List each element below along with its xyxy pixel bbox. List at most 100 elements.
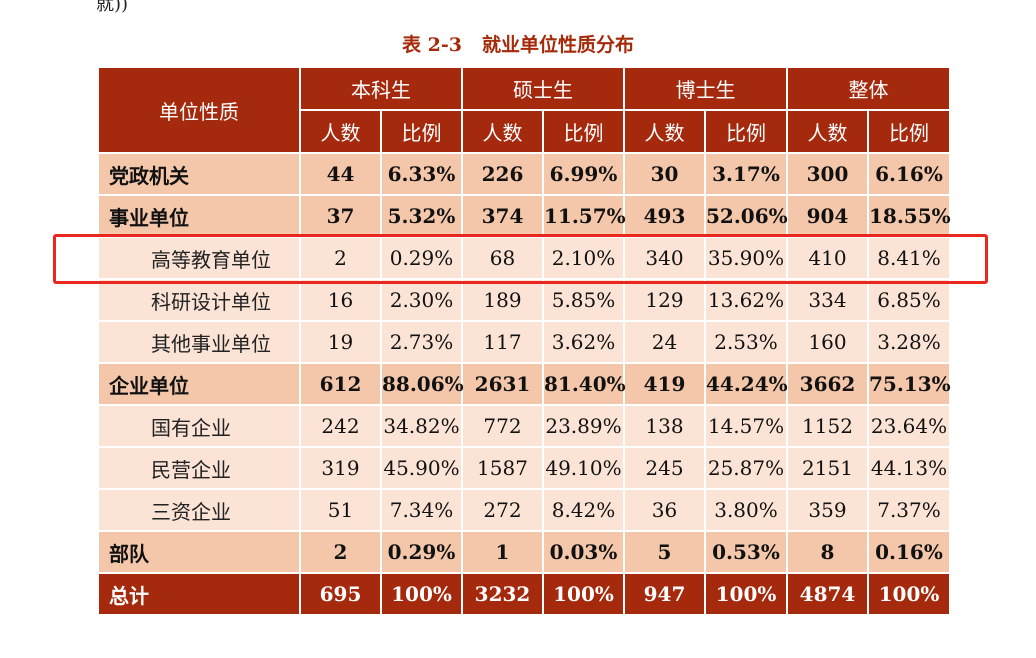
table-row: 企业单位 612 88.06% 2631 81.40% 419 44.24% 3662 75.1…	[97, 362, 951, 406]
count-cell: 5	[623, 530, 706, 574]
ratio-cell: 81.40%	[542, 362, 626, 406]
count-cell: 245	[623, 446, 706, 490]
table-row: 党政机关 44 6.33% 226 6.99% 30 3.17% 300 6.16%	[97, 152, 951, 196]
header-count: 人数	[461, 109, 544, 154]
header-ratio: 比例	[380, 109, 463, 154]
row-label: 企业单位	[97, 362, 301, 406]
table-row: 科研设计单位 16 2.30% 189 5.85% 129 13.62% 334 6.85%	[97, 278, 951, 322]
count-cell: 334	[786, 278, 869, 322]
row-label: 科研设计单位	[97, 278, 301, 322]
ratio-cell: 8.42%	[542, 488, 625, 532]
ratio-cell: 11.57%	[542, 194, 626, 238]
header-group-overall: 整体	[786, 66, 951, 111]
count-cell: 8	[786, 530, 869, 574]
header-unit-type: 单位性质	[97, 66, 301, 154]
count-cell: 359	[786, 488, 869, 532]
ratio-cell: 2.73%	[380, 320, 463, 364]
header-group-bachelor: 本科生	[299, 66, 463, 111]
ratio-cell: 13.62%	[704, 278, 788, 322]
ratio-cell: 75.13%	[867, 362, 951, 406]
ratio-cell: 2.30%	[380, 278, 463, 322]
ratio-cell: 6.85%	[867, 278, 951, 322]
count-cell: 340	[623, 236, 706, 280]
ratio-cell: 8.41%	[867, 236, 951, 280]
count-cell: 242	[299, 404, 382, 448]
count-cell: 3662	[786, 362, 869, 406]
ratio-cell: 0.03%	[542, 530, 625, 574]
header-count: 人数	[299, 109, 382, 154]
ratio-cell: 0.53%	[704, 530, 788, 574]
count-cell: 19	[299, 320, 382, 364]
count-cell: 272	[461, 488, 544, 532]
table-title: 就业单位性质分布	[481, 34, 634, 56]
ratio-cell: 3.28%	[867, 320, 951, 364]
ratio-cell: 6.33%	[380, 152, 463, 196]
count-cell: 36	[623, 488, 706, 532]
table-row: 三资企业 51 7.34% 272 8.42% 36 3.80% 359 7.37%	[97, 488, 951, 532]
header-ratio: 比例	[867, 109, 951, 154]
count-cell: 117	[461, 320, 544, 364]
ratio-cell: 44.13%	[867, 446, 951, 490]
count-cell: 44	[299, 152, 382, 196]
count-cell: 160	[786, 320, 869, 364]
ratio-cell: 0.29%	[380, 530, 463, 574]
row-label: 部队	[97, 530, 301, 574]
ratio-cell: 52.06%	[704, 194, 788, 238]
ratio-cell: 100%	[704, 572, 788, 616]
ratio-cell: 3.80%	[704, 488, 788, 532]
ratio-cell: 0.16%	[867, 530, 951, 574]
count-cell: 374	[461, 194, 544, 238]
row-label: 民营企业	[97, 446, 301, 490]
table-row: 事业单位 37 5.32% 374 11.57% 493 52.06% 904 18.55%	[97, 194, 951, 238]
count-cell: 2631	[461, 362, 544, 406]
ratio-cell: 3.17%	[704, 152, 788, 196]
row-label: 国有企业	[97, 404, 301, 448]
table-row: 其他事业单位 19 2.73% 117 3.62% 24 2.53% 160 3.28%	[97, 320, 951, 364]
ratio-cell: 2.53%	[704, 320, 788, 364]
count-cell: 68	[461, 236, 544, 280]
count-cell: 24	[623, 320, 706, 364]
ratio-cell: 23.64%	[867, 404, 951, 448]
row-label: 总计	[97, 572, 301, 616]
ratio-cell: 18.55%	[867, 194, 951, 238]
table-row: 高等教育单位 2 0.29% 68 2.10% 340 35.90% 410 8.41%	[97, 236, 951, 280]
ratio-cell: 34.82%	[380, 404, 463, 448]
count-cell: 51	[299, 488, 382, 532]
count-cell: 16	[299, 278, 382, 322]
ratio-cell: 7.34%	[380, 488, 463, 532]
count-cell: 1587	[461, 446, 544, 490]
count-cell: 2151	[786, 446, 869, 490]
table-caption: 表 2-3 就业单位性质分布	[0, 30, 1036, 57]
table-row: 国有企业 242 34.82% 772 23.89% 138 14.57% 1152 23.64…	[97, 404, 951, 448]
ratio-cell: 23.89%	[542, 404, 625, 448]
count-cell: 4874	[786, 572, 869, 616]
ratio-cell: 45.90%	[380, 446, 463, 490]
ratio-cell: 14.57%	[704, 404, 788, 448]
count-cell: 1152	[786, 404, 869, 448]
ratio-cell: 6.99%	[542, 152, 625, 196]
ratio-cell: 5.85%	[542, 278, 625, 322]
row-label: 高等教育单位	[97, 236, 301, 280]
ratio-cell: 100%	[867, 572, 951, 616]
header-ratio: 比例	[704, 109, 788, 154]
count-cell: 3232	[461, 572, 544, 616]
ratio-cell: 35.90%	[704, 236, 788, 280]
count-cell: 129	[623, 278, 706, 322]
count-cell: 1	[461, 530, 544, 574]
ratio-cell: 0.29%	[380, 236, 463, 280]
count-cell: 138	[623, 404, 706, 448]
header-count: 人数	[623, 109, 706, 154]
count-cell: 30	[623, 152, 706, 196]
count-cell: 2	[299, 530, 382, 574]
table-row: 部队 2 0.29% 1 0.03% 5 0.53% 8 0.16%	[97, 530, 951, 574]
count-cell: 300	[786, 152, 869, 196]
count-cell: 37	[299, 194, 382, 238]
header-group-doctor: 博士生	[623, 66, 788, 111]
header-group-master: 硕士生	[461, 66, 625, 111]
count-cell: 2	[299, 236, 382, 280]
count-cell: 226	[461, 152, 544, 196]
header-ratio: 比例	[542, 109, 625, 154]
table-row: 总计 695 100% 3232 100% 947 100% 4874 100%	[97, 572, 951, 616]
count-cell: 410	[786, 236, 869, 280]
count-cell: 419	[623, 362, 706, 406]
